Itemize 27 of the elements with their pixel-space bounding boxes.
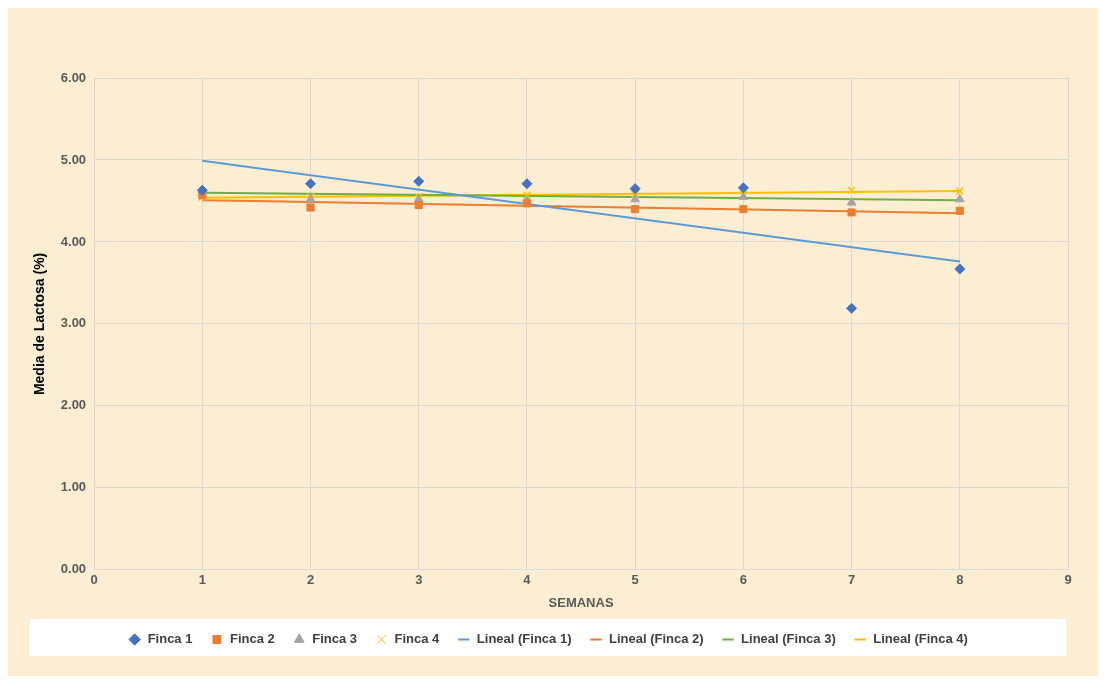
x-tick-label: 3 <box>415 572 423 588</box>
legend-label: Lineal (Finca 3) <box>741 631 836 647</box>
x-axis-title: SEMANAS <box>548 594 614 610</box>
x-tick-label: 1 <box>198 572 206 588</box>
y-tick-label: 3.00 <box>60 315 87 331</box>
y-tick-label: 0.00 <box>60 561 87 577</box>
x-tick-label: 5 <box>631 572 639 588</box>
y-tick-label: 1.00 <box>60 479 87 495</box>
legend-label: Lineal (Finca 1) <box>476 631 572 647</box>
y-axis-title: Media de Lactosa (%) <box>31 252 48 396</box>
x-tick-label: 0 <box>90 572 98 588</box>
legend-label: Lineal (Finca 2) <box>608 631 704 647</box>
x-tick-label: 7 <box>847 572 856 588</box>
legend-label: Finca 3 <box>312 631 358 647</box>
y-tick-label: 5.00 <box>60 151 87 167</box>
x-tick-label: 4 <box>523 572 532 588</box>
x-tick-label: 2 <box>306 572 315 588</box>
y-tick-label: 4.00 <box>60 233 87 249</box>
x-tick-label: 9 <box>1064 572 1072 588</box>
x-tick-label: 6 <box>739 572 747 588</box>
legend-label: Lineal (Finca 4) <box>873 631 968 647</box>
y-tick-label: 2.00 <box>60 397 87 413</box>
legend-label: Finca 2 <box>229 631 275 647</box>
legend-label: Finca 1 <box>147 631 193 647</box>
x-tick-label: 8 <box>956 572 964 588</box>
y-tick-label: 6.00 <box>60 69 87 85</box>
legend-label: Finca 4 <box>394 631 441 647</box>
